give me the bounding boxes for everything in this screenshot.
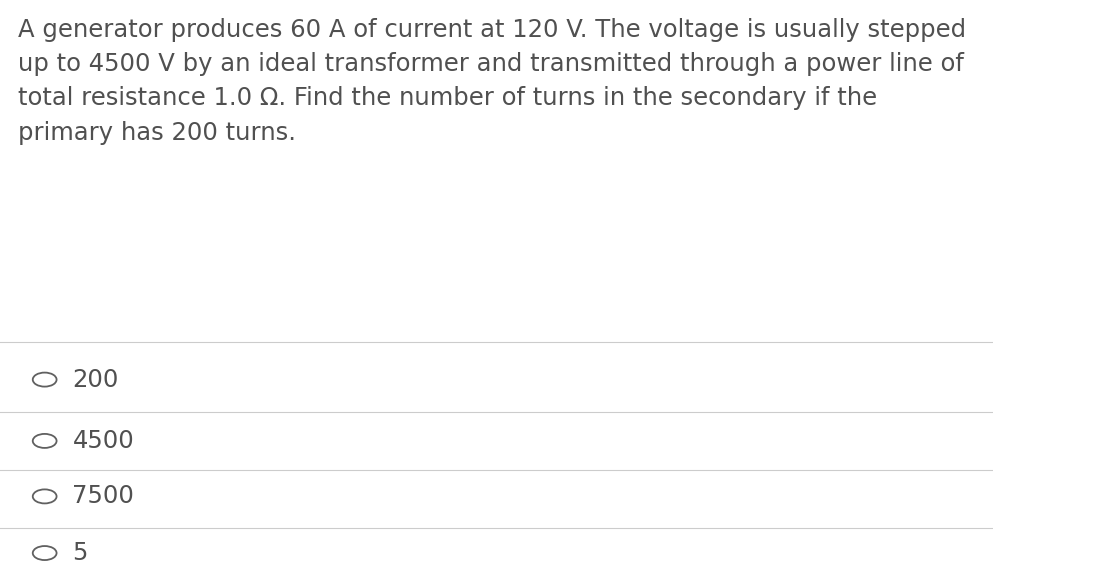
Circle shape xyxy=(33,434,56,448)
Text: 5: 5 xyxy=(73,541,88,565)
Circle shape xyxy=(33,489,56,503)
Circle shape xyxy=(33,373,56,387)
Text: A generator produces 60 A of current at 120 V. The voltage is usually stepped
up: A generator produces 60 A of current at … xyxy=(18,18,966,145)
Text: 200: 200 xyxy=(73,367,119,392)
Text: 4500: 4500 xyxy=(73,429,134,453)
Text: 7500: 7500 xyxy=(73,484,134,509)
Circle shape xyxy=(33,546,56,560)
